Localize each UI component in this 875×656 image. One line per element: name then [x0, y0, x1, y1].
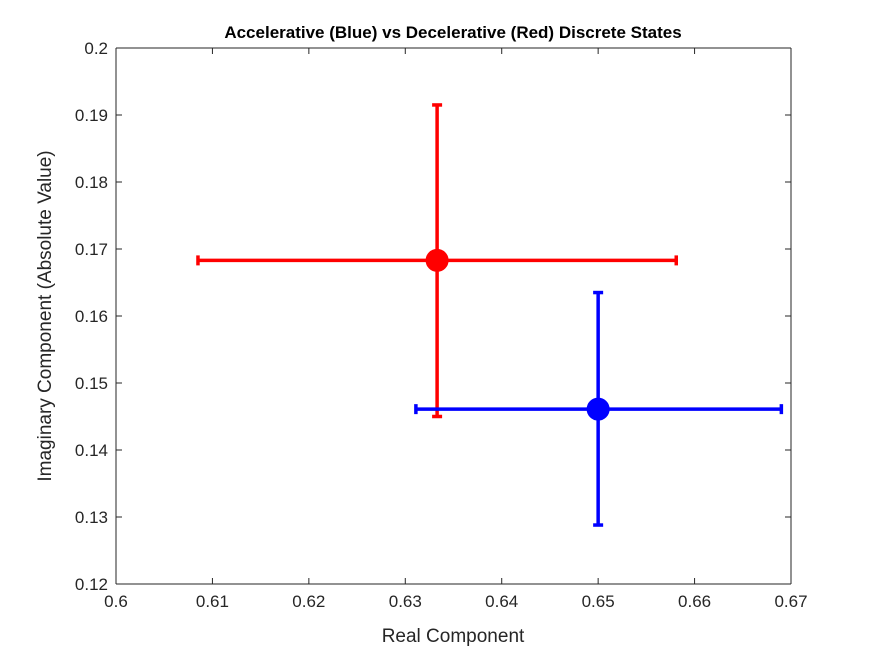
y-tick-label: 0.16: [75, 307, 108, 326]
data-layer: [196, 103, 784, 527]
x-tick-label: 0.67: [774, 592, 807, 611]
chart-title: Accelerative (Blue) vs Decelerative (Red…: [224, 23, 681, 42]
y-tick-label: 0.13: [75, 508, 108, 527]
y-tick-label: 0.19: [75, 106, 108, 125]
x-tick-label: 0.66: [678, 592, 711, 611]
x-tick-label: 0.64: [485, 592, 518, 611]
x-tick-label: 0.63: [389, 592, 422, 611]
plot-area: [116, 48, 791, 584]
y-tick-label: 0.15: [75, 374, 108, 393]
x-tick-label: 0.61: [196, 592, 229, 611]
data-point-marker: [425, 248, 449, 272]
x-tick-label: 0.62: [292, 592, 325, 611]
x-tick-label: 0.65: [582, 592, 615, 611]
y-axis-label: Imaginary Component (Absolute Value): [35, 150, 56, 481]
x-tick-label: 0.6: [104, 592, 128, 611]
y-tick-label: 0.14: [75, 441, 108, 460]
data-point-marker: [586, 397, 610, 421]
y-tick-label: 0.17: [75, 240, 108, 259]
y-tick-label: 0.12: [75, 575, 108, 594]
y-tick-label: 0.18: [75, 173, 108, 192]
ticks-layer: 0.6 0.61 0.62 0.63 0.64 0.65 0.66 0.67 0.12 0.13 0…: [75, 39, 808, 611]
x-axis-label: Real Component: [382, 626, 525, 647]
y-tick-label: 0.2: [84, 39, 108, 58]
